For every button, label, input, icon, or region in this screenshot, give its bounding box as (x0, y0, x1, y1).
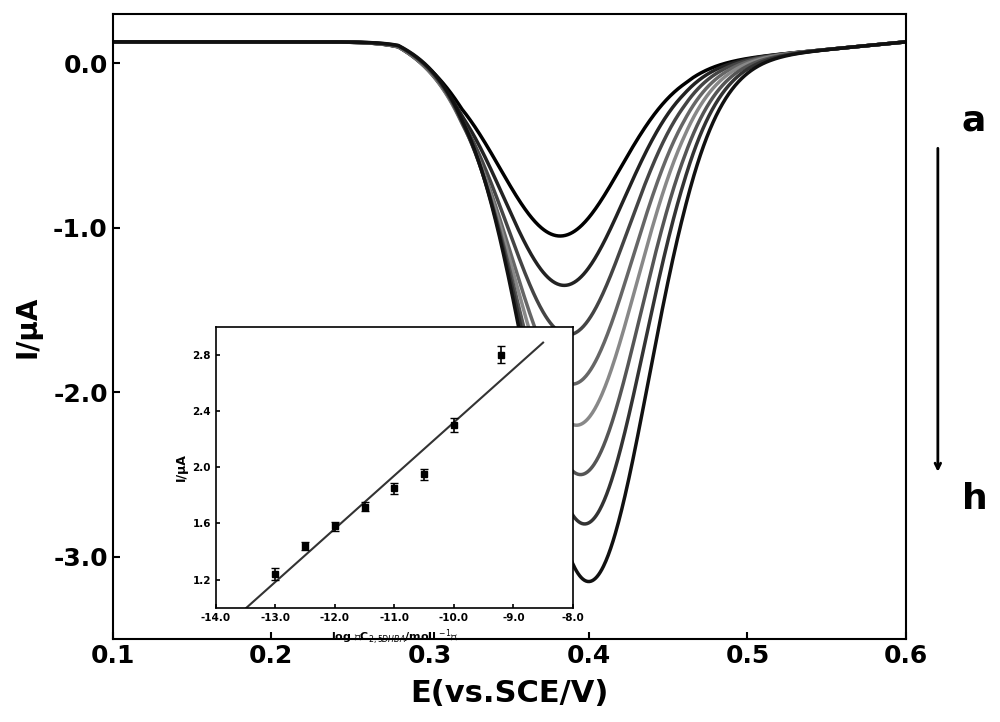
Text: a: a (962, 104, 986, 138)
Y-axis label: I/μA: I/μA (14, 295, 42, 357)
Text: h: h (962, 482, 987, 516)
X-axis label: E(vs.SCE/V): E(vs.SCE/V) (410, 679, 609, 708)
